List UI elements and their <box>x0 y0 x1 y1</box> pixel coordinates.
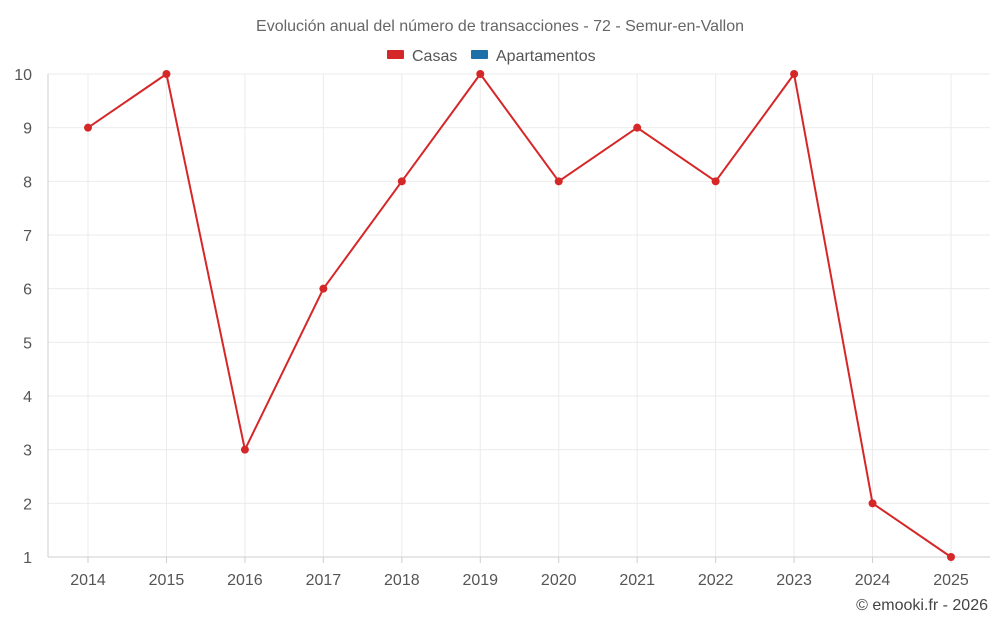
data-point[interactable] <box>711 177 720 186</box>
data-point[interactable] <box>240 445 249 454</box>
legend-swatch-apartamentos <box>471 50 488 59</box>
axes: 1 2 3 4 5 6 7 8 9 10 2014 2015 2016 2017 2018 2019 2020 2… <box>14 67 990 589</box>
x-tick-label: 2014 <box>70 572 106 589</box>
x-tick-label: 2025 <box>933 572 969 589</box>
y-tick-label: 6 <box>23 282 32 299</box>
legend-item-casas[interactable]: Casas <box>387 48 457 65</box>
data-point[interactable] <box>947 553 955 561</box>
x-tick-label: 2023 <box>776 572 812 589</box>
x-tick-label: 2015 <box>149 572 185 589</box>
data-point[interactable] <box>868 499 877 508</box>
x-tick-label: 2017 <box>306 572 342 589</box>
data-point[interactable] <box>319 284 328 293</box>
legend: Casas Apartamentos <box>387 48 596 65</box>
data-point[interactable] <box>397 177 406 186</box>
x-tick-label: 2024 <box>855 572 891 589</box>
series-casas <box>84 70 955 561</box>
legend-label-casas: Casas <box>412 48 457 65</box>
data-point[interactable] <box>790 70 799 78</box>
y-tick-label: 1 <box>23 550 32 567</box>
data-point[interactable] <box>633 123 642 132</box>
y-tick-label: 7 <box>23 228 32 245</box>
y-tick-label: 4 <box>23 389 32 406</box>
y-tick-label: 3 <box>23 443 32 460</box>
y-tick-label: 10 <box>14 67 32 84</box>
x-tick-label: 2021 <box>619 572 655 589</box>
data-point[interactable] <box>162 70 171 78</box>
data-point[interactable] <box>84 123 92 132</box>
legend-swatch-casas <box>387 50 404 59</box>
chart-title: Evolución anual del número de transaccio… <box>256 18 744 35</box>
y-tick-label: 2 <box>23 496 32 513</box>
grid <box>48 73 990 557</box>
x-tick-label: 2019 <box>462 572 498 589</box>
data-point[interactable] <box>476 70 485 78</box>
y-tick-label: 5 <box>23 335 32 352</box>
y-tick-label: 9 <box>23 121 32 138</box>
x-tick-label: 2020 <box>541 572 577 589</box>
legend-item-apartamentos[interactable]: Apartamentos <box>471 48 596 65</box>
credit-text: © emooki.fr - 2026 <box>856 597 988 614</box>
data-point[interactable] <box>554 177 563 186</box>
legend-label-apartamentos: Apartamentos <box>496 48 596 65</box>
x-tick-label: 2016 <box>227 572 263 589</box>
y-tick-label: 8 <box>23 174 32 191</box>
series-line-casas <box>87 73 952 558</box>
x-tick-label: 2022 <box>698 572 734 589</box>
x-tick-label: 2018 <box>384 572 420 589</box>
